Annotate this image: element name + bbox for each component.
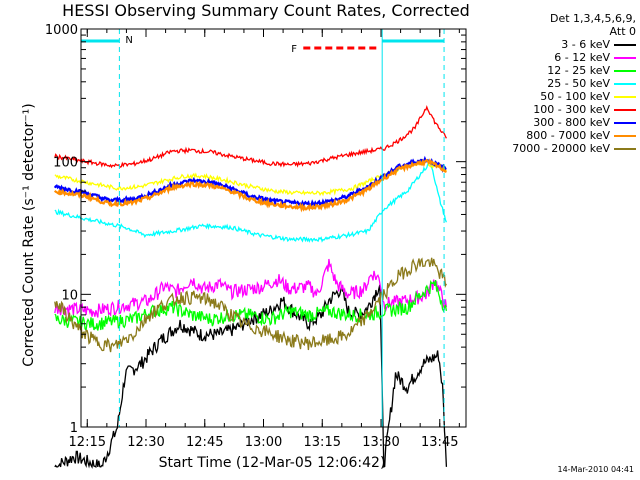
legend-header-1: Det 1,3,4,5,6,9,	[549, 12, 636, 25]
legend: Det 1,3,4,5,6,9, Att 0 3 - 6 keV 6 - 12 k…	[478, 12, 636, 155]
legend-swatch	[614, 56, 636, 59]
legend-header-2: Att 0	[609, 25, 636, 38]
x-tick-label: 13:15	[304, 435, 341, 450]
plot-frame	[80, 28, 467, 428]
legend-entry: 25 - 50 keV	[478, 77, 636, 90]
series-line-7	[53, 158, 447, 213]
series-line-6	[53, 155, 447, 209]
x-axis-label: Start Time (12-Mar-05 12:06:42)	[159, 455, 386, 471]
y-tick-label: 100	[53, 156, 78, 171]
series-line-2	[54, 279, 448, 332]
legend-swatch	[614, 43, 636, 46]
series-line-5	[54, 104, 447, 169]
legend-label: 25 - 50 keV	[547, 77, 610, 90]
chart-title: HESSI Observing Summary Count Rates, Cor…	[62, 1, 470, 20]
legend-label: 300 - 800 keV	[533, 116, 610, 129]
legend-entry: 6 - 12 keV	[478, 51, 636, 64]
legend-swatch	[614, 121, 636, 124]
legend-entry: 100 - 300 keV	[478, 103, 636, 116]
x-tick-label: 13:30	[362, 435, 399, 450]
legend-entry: 50 - 100 keV	[478, 90, 636, 103]
series-line-0	[54, 284, 448, 469]
legend-swatch	[614, 95, 636, 98]
y-axis-label: Corrected Count Rate (s⁻¹ detector⁻¹)	[21, 103, 37, 366]
x-tick-label: 13:00	[245, 435, 282, 450]
legend-label: 6 - 12 keV	[554, 51, 610, 64]
legend-label: 3 - 6 keV	[561, 38, 610, 51]
legend-entry: 3 - 6 keV	[478, 38, 636, 51]
legend-label: 50 - 100 keV	[540, 90, 610, 103]
night-flag-label: N	[125, 35, 132, 46]
legend-label: 800 - 7000 keV	[526, 129, 610, 142]
legend-label: 100 - 300 keV	[533, 103, 610, 116]
legend-label: 12 - 25 keV	[547, 64, 610, 77]
series-line-3	[54, 160, 447, 243]
x-tick-label: 13:45	[421, 435, 458, 450]
legend-swatch	[614, 82, 636, 85]
x-tick-label: 12:45	[186, 435, 223, 450]
legend-entry: 800 - 7000 keV	[478, 129, 636, 142]
legend-entry: 300 - 800 keV	[478, 116, 636, 129]
legend-entry: 12 - 25 keV	[478, 64, 636, 77]
series-line-8	[54, 257, 447, 353]
x-tick-label: 12:30	[127, 435, 164, 450]
generation-timestamp: 14-Mar-2010 04:41	[557, 465, 635, 474]
y-tick-label: 1000	[45, 23, 78, 38]
x-tick-label: 12:15	[69, 435, 106, 450]
legend-swatch	[614, 108, 636, 111]
flare-flag-label: F	[291, 44, 297, 55]
legend-swatch	[614, 69, 636, 72]
legend-label: 7000 - 20000 keV	[512, 142, 610, 155]
y-tick-label: 1	[70, 421, 78, 436]
legend-swatch	[614, 147, 636, 150]
legend-entry: 7000 - 20000 keV	[478, 142, 636, 155]
series-line-1	[54, 258, 448, 318]
y-tick-label: 10	[61, 288, 78, 303]
legend-swatch	[614, 134, 636, 137]
